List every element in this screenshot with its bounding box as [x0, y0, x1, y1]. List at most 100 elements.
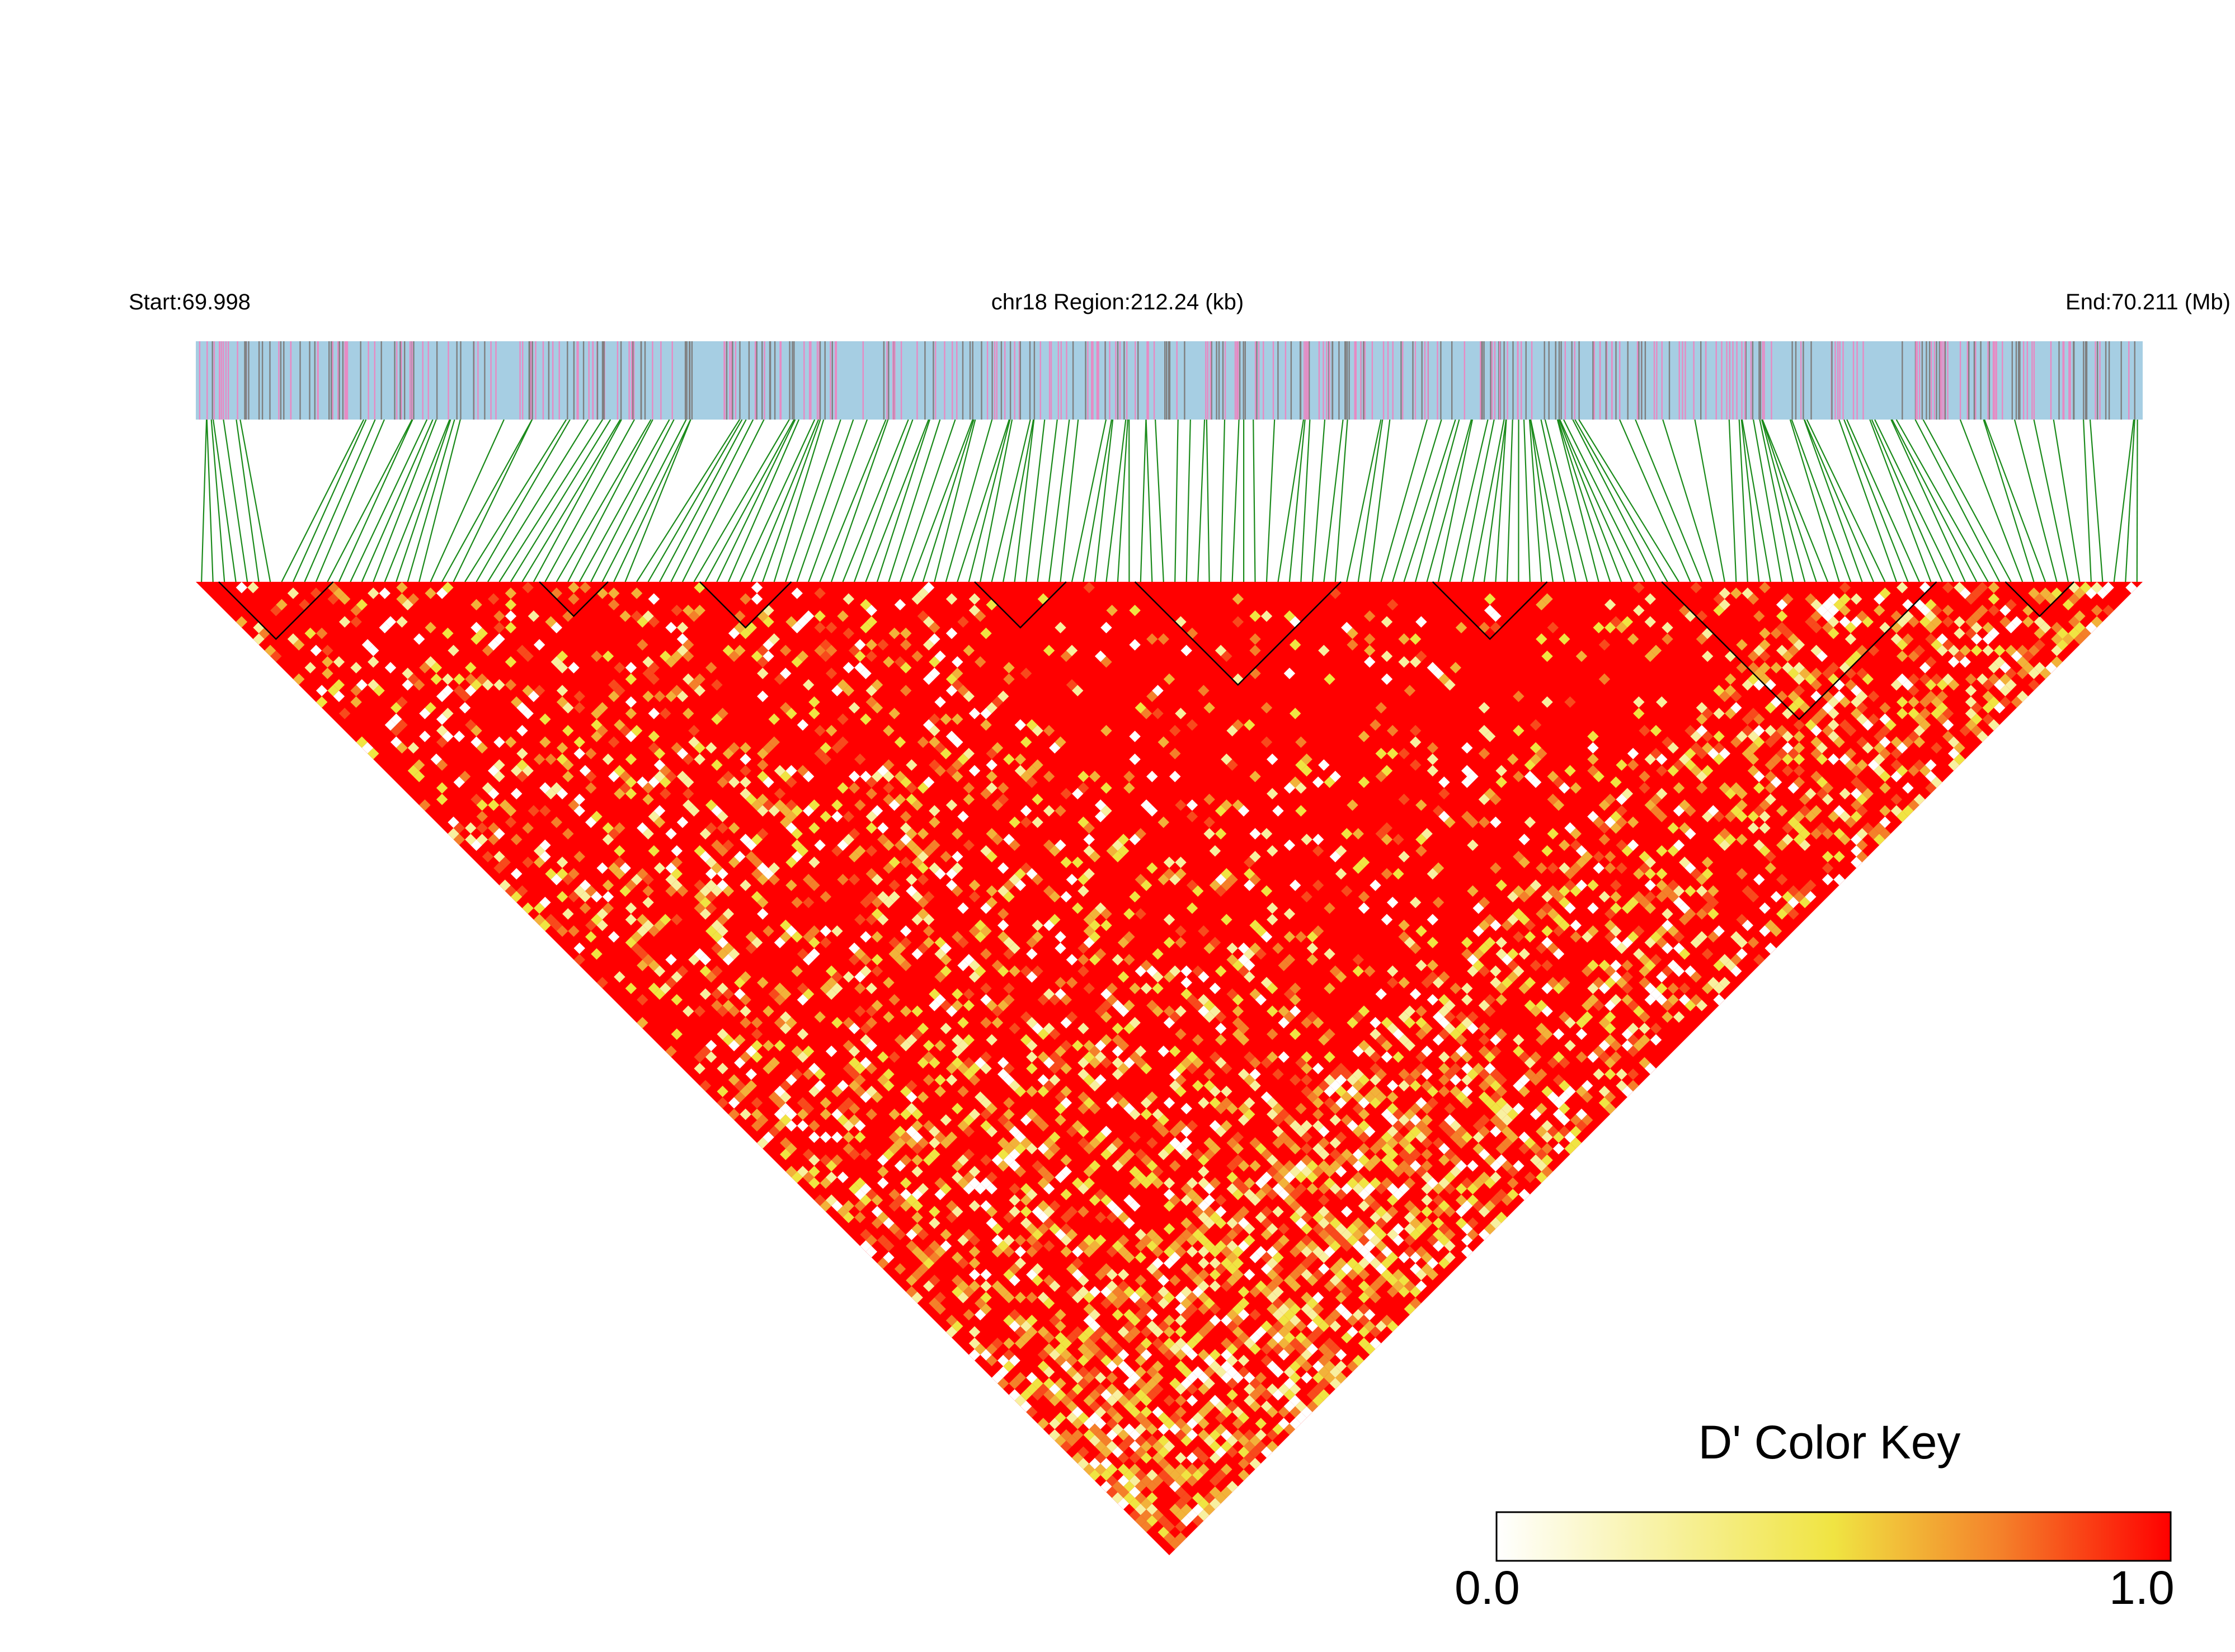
ld-cell [1244, 1108, 1255, 1121]
ld-cell [1879, 816, 1891, 829]
ld-cell [442, 673, 454, 685]
ld-cell [1547, 622, 1559, 634]
ld-cell [1787, 644, 1799, 657]
ld-cell [825, 1160, 837, 1172]
ld-cell [1490, 1091, 1502, 1103]
ld-cell [665, 622, 677, 634]
ld-cell [1129, 1395, 1141, 1406]
ld-cell [1490, 965, 1502, 977]
ld-cell [1106, 1441, 1118, 1452]
ld-cell [968, 1280, 981, 1292]
ld-cell [1226, 954, 1238, 966]
ld-cell [934, 868, 946, 880]
snp-connector [624, 419, 691, 582]
ld-cell [1513, 690, 1524, 702]
ld-cell [871, 679, 883, 691]
ld-cell [923, 719, 935, 731]
ld-cell [906, 1091, 917, 1103]
ld-cell [808, 1120, 820, 1132]
ld-cell [1662, 1011, 1673, 1023]
ld-cell [871, 931, 883, 943]
ld-cell [1123, 931, 1135, 943]
ld-cell [808, 1166, 820, 1178]
ld-cell [1438, 811, 1450, 822]
ld-cell [986, 770, 997, 783]
ld-cell [1988, 719, 2000, 731]
ld-cell [1490, 1194, 1502, 1206]
ld-cell [1060, 1188, 1072, 1201]
ld-cell [596, 702, 608, 714]
ld-cell [1083, 1234, 1095, 1246]
ld-cell [1043, 1297, 1055, 1309]
ld-cell [1575, 879, 1588, 891]
ld-cell [1324, 673, 1335, 685]
ld-cell [1192, 1515, 1204, 1527]
ld-cell [1283, 954, 1296, 966]
ld-cell [923, 925, 935, 937]
ld-cell [940, 1114, 952, 1126]
ld-cell [1083, 1315, 1095, 1326]
ld-cell [493, 759, 505, 771]
ld-cell [1386, 1091, 1399, 1103]
ld-cell [1879, 713, 1891, 725]
ld-cell [1215, 1011, 1227, 1023]
ld-cell [945, 731, 958, 742]
ld-cell [516, 885, 528, 897]
ld-cell [1719, 839, 1731, 851]
ld-cell [1427, 936, 1439, 949]
ld-cell [1175, 1303, 1187, 1315]
ld-cell [1970, 644, 1983, 657]
ld-cell [1593, 1000, 1605, 1011]
ld-cell [596, 724, 608, 737]
ld-cell [2005, 599, 2017, 611]
ld-cell [934, 742, 946, 754]
ld-cell [763, 776, 774, 788]
snp-connector [361, 419, 434, 582]
ld-cell [1845, 816, 1857, 829]
ld-cell [630, 931, 643, 943]
ld-cell [1593, 1069, 1605, 1080]
ld-cell [1175, 1406, 1187, 1418]
ld-cell [2091, 604, 2103, 616]
ld-cell [573, 736, 585, 748]
ld-cell [1318, 759, 1330, 771]
ld-cell [837, 1103, 849, 1114]
ld-cell [808, 1154, 820, 1166]
ld-cell [1851, 776, 1862, 788]
ld-cell [1610, 891, 1622, 903]
ld-cell [843, 1211, 855, 1223]
ld-cell [980, 1108, 992, 1121]
ld-cell [831, 1016, 843, 1029]
ld-cell [653, 747, 666, 760]
region-title: chr18 Region:212.24 (kb) [991, 290, 1244, 314]
ld-cell [539, 782, 551, 794]
ld-cell [1455, 1126, 1467, 1137]
snp-connector [453, 419, 533, 582]
ld-cell [1094, 1269, 1107, 1281]
ld-cell [945, 1200, 958, 1212]
ld-cell [642, 656, 654, 668]
ld-cell [1409, 896, 1422, 909]
ld-cell [1106, 1406, 1118, 1418]
ld-cell [797, 1120, 809, 1132]
ld-cell [1209, 1005, 1221, 1017]
ld-cell [1020, 816, 1032, 829]
ld-cell [888, 994, 900, 1006]
ld-cell [1077, 1069, 1089, 1080]
ld-cell [1678, 982, 1691, 994]
ld-cell [1375, 1274, 1387, 1286]
ld-cell [877, 914, 889, 926]
ld-cell [1192, 1080, 1204, 1091]
ld-cell [585, 931, 597, 943]
snp-connector [1728, 419, 1737, 582]
ld-cell [539, 919, 551, 931]
ld-cell [1186, 1246, 1198, 1258]
ld-cell [1312, 1292, 1324, 1303]
ld-cell [831, 982, 843, 994]
ld-cell [1066, 1354, 1078, 1367]
ld-cell [396, 742, 408, 754]
ld-cell [728, 1005, 740, 1017]
ld-cell [768, 805, 780, 817]
ld-cell [2102, 582, 2114, 594]
ld-cell [802, 610, 815, 622]
